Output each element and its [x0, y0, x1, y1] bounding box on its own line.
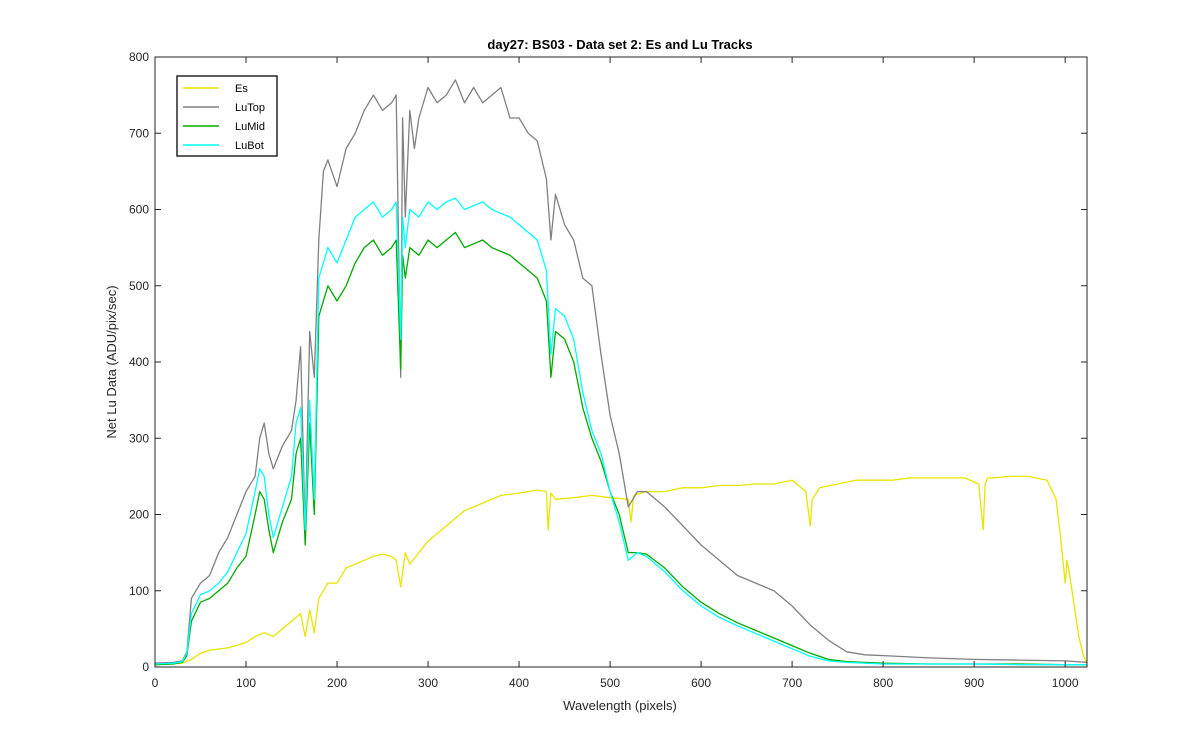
x-tick-label: 500 [600, 676, 620, 690]
y-tick-label: 200 [129, 508, 149, 522]
series-line-lumid [154, 231, 1087, 666]
x-tick-label: 100 [236, 676, 256, 690]
x-tick-label: 900 [964, 676, 984, 690]
y-tick-label: 300 [129, 431, 149, 445]
y-tick-label: 400 [129, 355, 149, 369]
y-axis-label: Net Lu Data (ADU/pix/sec) [104, 285, 119, 438]
x-tick-label: 800 [873, 676, 893, 690]
x-tick-label: 0 [152, 676, 159, 690]
y-tick-label: 700 [129, 126, 149, 140]
x-tick-label: 200 [327, 676, 347, 690]
legend-label-es: Es [235, 83, 248, 95]
chart-title: day27: BS03 - Data set 2: Es and Lu Trac… [487, 37, 752, 52]
plot-area [154, 56, 1088, 668]
series-line-lutop [154, 79, 1088, 664]
y-tick-label: 600 [129, 203, 149, 217]
x-axis: 0 100 200 300 400 500 600 700 800 900 1000 [152, 57, 1079, 690]
x-tick-label: 1000 [1052, 676, 1079, 690]
legend-label-lumid: LuMid [235, 121, 265, 133]
y-tick-label: 500 [129, 279, 149, 293]
x-tick-label: 300 [418, 676, 438, 690]
x-tick-label: 600 [691, 676, 711, 690]
y-axis: 0 100 200 300 400 500 600 700 800 [129, 50, 1087, 674]
legend-box [176, 75, 278, 157]
legend-label-lutop: LuTop [235, 102, 265, 114]
x-axis-label: Wavelength (pixels) [563, 698, 677, 713]
series-line-es [154, 475, 1088, 666]
y-tick-label: 100 [129, 584, 149, 598]
legend: Es LuTop LuMid LuBot [176, 75, 278, 157]
y-tick-label: 0 [142, 660, 149, 674]
plot-background [155, 57, 1087, 667]
x-tick-label: 400 [509, 676, 529, 690]
x-tick-label: 700 [782, 676, 802, 690]
series-line-lubot [154, 197, 1087, 666]
legend-label-lubot: LuBot [235, 140, 264, 152]
y-tick-label: 800 [129, 50, 149, 64]
